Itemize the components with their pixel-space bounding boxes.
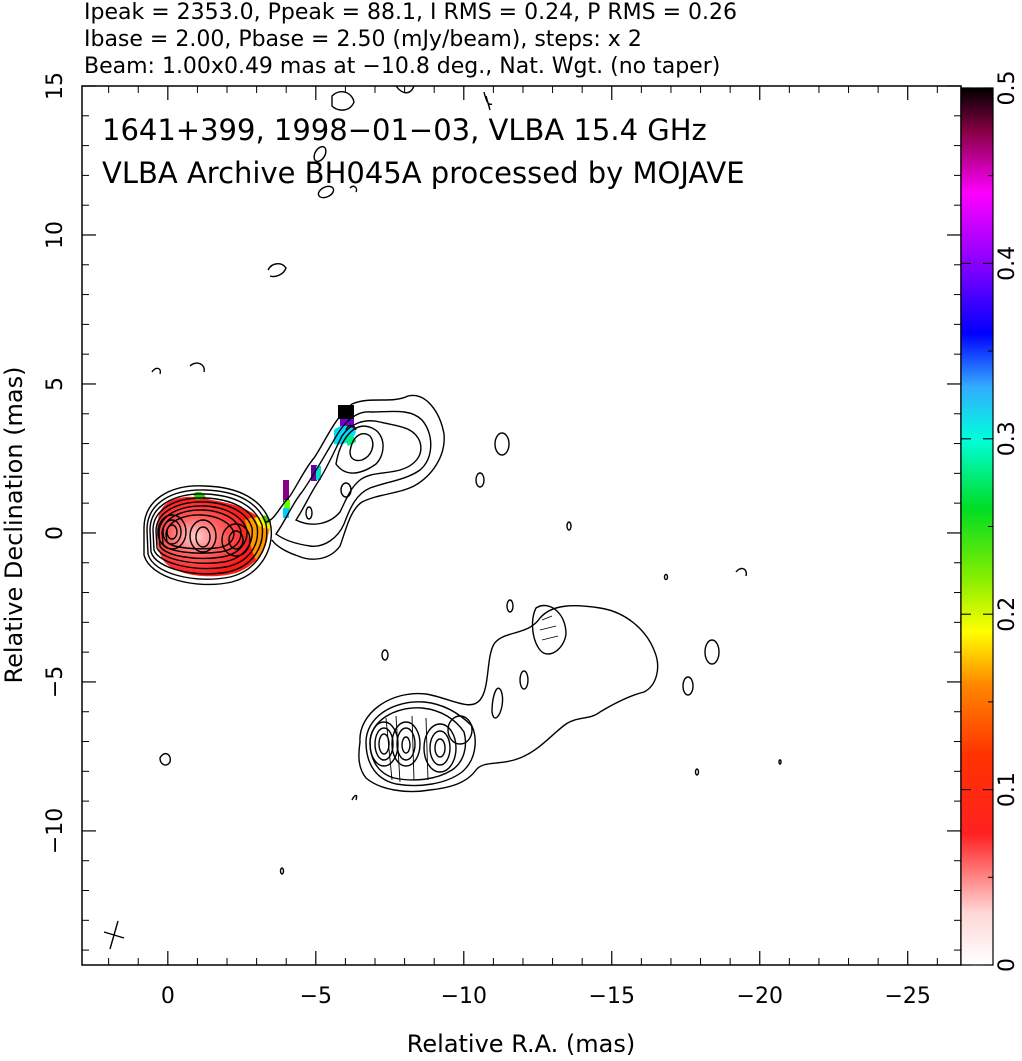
pol-green-edge	[262, 515, 271, 524]
y-axis-label: Relative Declination (mas)	[0, 366, 28, 683]
x-tick-label: −20	[737, 984, 783, 1009]
y-axis-ticks: −10 −5 0 5 10 15	[43, 72, 961, 951]
x-tick-label: −5	[300, 984, 332, 1009]
y-tick-label: −5	[43, 666, 68, 698]
y-tick-label: 15	[43, 72, 68, 100]
pol-knot-c-purple	[340, 419, 354, 429]
pol-knot-c-green	[344, 435, 356, 446]
y-tick-label: −10	[43, 808, 68, 854]
colorbar-ticks: 0 0.1 0.2 0.3 0.4 0.5	[961, 71, 1020, 972]
source-title: 1641+399, 1998−01−03, VLBA 15.4 GHz	[102, 113, 707, 147]
southern-component-contours	[279, 432, 782, 875]
scattered-contours	[151, 85, 748, 801]
x-axis-label: Relative R.A. (mas)	[407, 1030, 635, 1058]
y-tick-label: 0	[43, 526, 68, 540]
x-tick-label: −25	[885, 984, 931, 1009]
source-subtitle: VLBA Archive BH045A processed by MOJAVE	[102, 156, 745, 190]
y-tick-label: 10	[43, 221, 68, 249]
colorbar-tick-label: 0.4	[995, 246, 1020, 281]
pol-knot-c-black	[338, 405, 354, 419]
header-line-2: Ibase = 2.00, Pbase = 2.50 (mJy/beam), s…	[84, 27, 642, 52]
header-line-3: Beam: 1.00x0.49 mas at −10.8 deg., Nat. …	[84, 54, 720, 79]
northern-jet-contours	[265, 394, 445, 560]
y-tick-label: 5	[43, 377, 68, 391]
colorbar-tick-label: 0	[995, 958, 1020, 972]
intensity-contours	[143, 85, 782, 875]
core-contours	[143, 485, 272, 586]
pol-knot-a-cyan	[283, 508, 289, 518]
beam-indicator	[103, 920, 125, 950]
x-tick-label: −10	[441, 984, 487, 1009]
pol-knot-a	[283, 480, 289, 502]
x-tick-label: 0	[161, 984, 175, 1009]
x-tick-label: −15	[589, 984, 635, 1009]
colorbar	[960, 87, 994, 966]
colorbar-tick-label: 0.1	[995, 772, 1020, 807]
pol-knot-a-green	[284, 500, 290, 510]
colorbar-tick-label: 0.2	[995, 597, 1020, 632]
pol-knot-b-cyan	[316, 466, 321, 480]
colorbar-tick-label: 0.5	[995, 71, 1020, 106]
header-line-1: Ipeak = 2353.0, Ppeak = 88.1, I RMS = 0.…	[84, 0, 737, 25]
colorbar-tick-label: 0.3	[995, 421, 1020, 456]
x-axis-ticks: 0 −5 −10 −15 −20 −25	[108, 86, 938, 1009]
